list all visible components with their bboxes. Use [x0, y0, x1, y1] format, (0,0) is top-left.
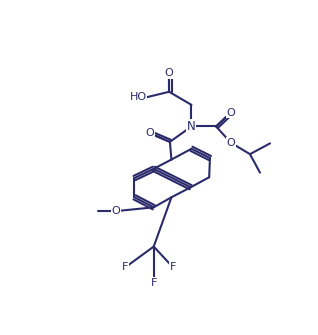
Text: O: O	[226, 138, 235, 148]
Text: F: F	[122, 262, 128, 272]
Text: F: F	[150, 278, 157, 288]
Text: O: O	[226, 108, 235, 118]
Text: F: F	[170, 262, 176, 272]
Text: N: N	[187, 120, 196, 133]
Text: O: O	[112, 206, 121, 216]
Text: O: O	[165, 68, 174, 78]
Text: O: O	[146, 128, 154, 138]
Text: HO: HO	[130, 92, 147, 102]
